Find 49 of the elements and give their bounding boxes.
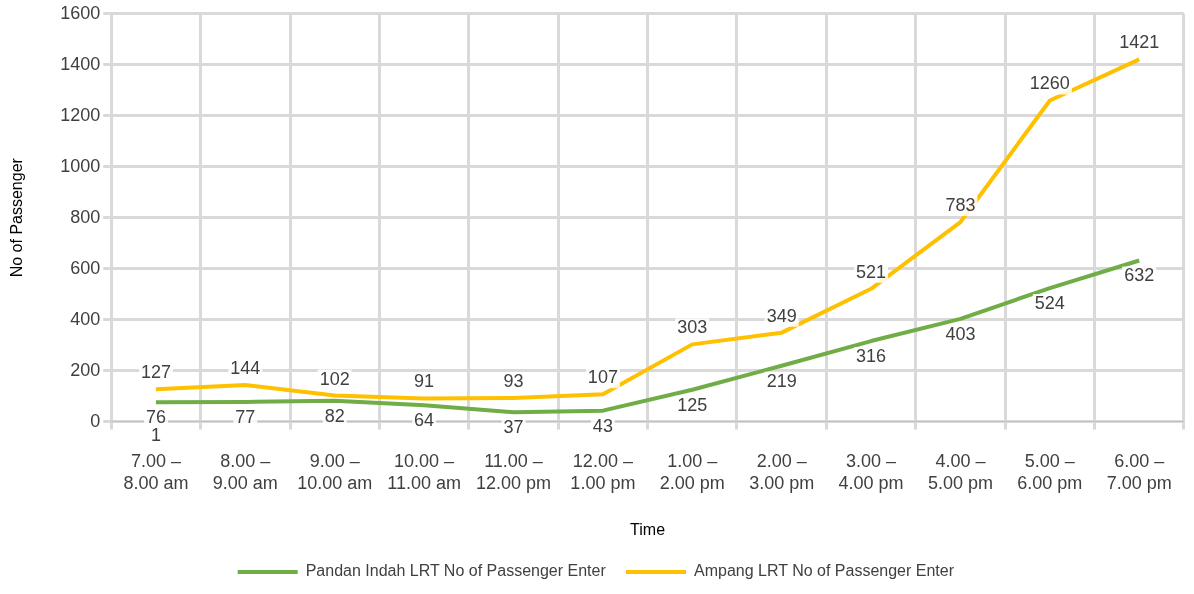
x-tick-label: 1.00 – 2.00 pm <box>659 451 725 493</box>
data-label: 316 <box>856 346 887 367</box>
y-tick-label: 1400 <box>60 53 101 74</box>
data-label: 303 <box>677 317 708 338</box>
y-tick-label: 200 <box>70 359 101 380</box>
data-label: 37 <box>503 417 524 438</box>
y-axis-title: No of Passenger <box>8 157 26 278</box>
data-label: 82 <box>324 405 345 426</box>
data-label: 91 <box>414 371 435 392</box>
data-label: 102 <box>319 368 350 389</box>
data-label: 64 <box>414 410 435 431</box>
legend-label: Ampang LRT No of Passenger Enter <box>694 562 955 580</box>
y-tick-label: 1600 <box>60 2 101 23</box>
y-tick-label: 400 <box>70 308 101 329</box>
data-label: 783 <box>945 195 976 215</box>
data-label: 77 <box>235 406 256 427</box>
data-label: 76 <box>145 407 166 428</box>
x-tick-label: 9.00 – 10.00 am <box>297 451 373 493</box>
x-tick-label: 12.00 – 1.00 pm <box>570 451 636 493</box>
x-tick-label: 7.00 – 8.00 am <box>123 451 189 493</box>
y-tick-label: 800 <box>70 206 101 227</box>
data-label: 219 <box>766 370 797 391</box>
y-tick-label: 1200 <box>60 104 101 125</box>
data-label: 1421 <box>1119 32 1160 53</box>
x-tick-label: 3.00 – 4.00 pm <box>838 451 904 493</box>
data-label: 93 <box>503 370 524 391</box>
data-label: 144 <box>230 357 261 378</box>
x-tick-label: 10.00 – 11.00 am <box>387 451 461 493</box>
x-tick-label: 11.00 – 12.00 pm <box>475 451 552 493</box>
x-tick-label: 2.00 – 3.00 pm <box>749 451 815 493</box>
data-label: 125 <box>677 394 708 415</box>
data-label: 524 <box>1034 293 1065 314</box>
x-axis-title: Time <box>630 520 666 538</box>
y-tick-label: 0 <box>90 410 101 431</box>
legend-label: Pandan Indah LRT No of Passenger Enter <box>305 562 607 580</box>
x-tick-label: 6.00 – 7.00 pm <box>1106 451 1172 493</box>
data-label: 107 <box>587 367 618 388</box>
data-label: 521 <box>856 261 887 282</box>
x-tick-label: 8.00 – 9.00 am <box>212 451 278 493</box>
data-label: 43 <box>592 415 613 436</box>
data-label: 403 <box>945 323 976 344</box>
y-tick-label: 600 <box>70 257 101 278</box>
data-label: 632 <box>1124 265 1155 286</box>
x-tick-label: 4.00 – 5.00 pm <box>927 451 993 493</box>
data-label: 349 <box>766 305 797 326</box>
data-label: 127 <box>140 362 171 383</box>
x-tick-label: 5.00 – 6.00 pm <box>1017 451 1083 493</box>
data-label: 1260 <box>1029 73 1070 94</box>
y-tick-label: 1000 <box>60 155 101 176</box>
